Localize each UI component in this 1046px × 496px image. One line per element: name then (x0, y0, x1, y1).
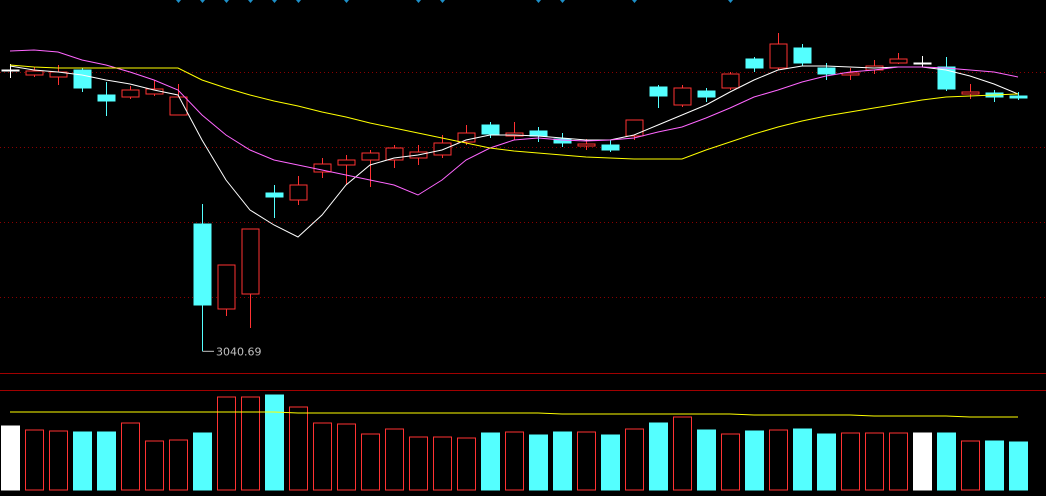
candle-body (673, 87, 692, 106)
candle-body (769, 43, 788, 69)
candle-body (553, 138, 572, 144)
candle-body (913, 62, 932, 65)
candle-body (961, 91, 980, 95)
candle-body (625, 119, 644, 137)
volume-moving-average (10, 411, 1018, 418)
marker (224, 0, 229, 3)
volume-bar (385, 428, 404, 491)
marker (632, 0, 637, 3)
volume-bar (265, 394, 284, 491)
volume-bar (97, 431, 116, 491)
candle-body (337, 159, 356, 166)
candle-body (73, 69, 92, 89)
candle-body (289, 184, 308, 201)
low-annotation: 3040.69 (216, 345, 262, 358)
volume-bar (529, 434, 548, 491)
volume-bar (865, 432, 884, 491)
volume-bar (937, 432, 956, 491)
moving-average (9, 65, 1019, 238)
candle-body (745, 58, 764, 69)
candle-body (697, 90, 716, 98)
marker (440, 0, 445, 3)
volume-bar (601, 434, 620, 491)
volume-bar (337, 423, 356, 491)
volume-bar (889, 432, 908, 491)
candle-body (313, 163, 332, 173)
candle-body (361, 152, 380, 161)
marker (272, 0, 277, 3)
volume-bar (169, 439, 188, 491)
candle-body (649, 86, 668, 97)
volume-bar (673, 416, 692, 491)
marker (344, 0, 349, 3)
candle-body (241, 228, 260, 295)
candle-body (193, 223, 212, 306)
volume-bar (409, 436, 428, 491)
candle-body (217, 264, 236, 310)
marker (248, 0, 253, 3)
volume-bar (721, 433, 740, 491)
volume-bar (313, 422, 332, 491)
volume-bar (1, 425, 20, 491)
candle-body (481, 124, 500, 135)
marker (416, 0, 421, 3)
candle-body (169, 96, 188, 116)
moving-average (9, 64, 1019, 160)
top-markers (176, 0, 733, 3)
volume-bar (793, 428, 812, 491)
volume-bar (1009, 441, 1028, 491)
volume-bar (25, 429, 44, 491)
candle-body (457, 132, 476, 143)
candle-body (721, 73, 740, 89)
volume-bar (433, 436, 452, 491)
marker (536, 0, 541, 3)
candle-body (265, 192, 284, 198)
volume-bar (553, 431, 572, 491)
candle-body (433, 142, 452, 156)
volume-bar (913, 432, 932, 491)
marker (560, 0, 565, 3)
volume-bar (457, 437, 476, 491)
volume-bar (745, 430, 764, 491)
volume-bar (625, 428, 644, 491)
candle-body (25, 70, 44, 76)
volume-bar (145, 440, 164, 491)
candle-body (817, 67, 836, 75)
volume-bar (241, 396, 260, 491)
candle-body (841, 72, 860, 76)
volume-bar (817, 433, 836, 491)
moving-average (9, 49, 1019, 196)
volume-bar (697, 429, 716, 491)
volume-bar (49, 430, 68, 491)
candle-body (889, 58, 908, 64)
volume-bar (985, 440, 1004, 491)
candle-body (601, 144, 620, 151)
volume-bar (961, 440, 980, 491)
volume-bar (289, 406, 308, 491)
volume-bar (649, 422, 668, 491)
candle-body (1009, 95, 1028, 99)
candle-body (577, 143, 596, 147)
marker (200, 0, 205, 3)
volume-bar (769, 429, 788, 491)
candle-body (793, 47, 812, 64)
marker (176, 0, 181, 3)
volume-bar (841, 432, 860, 491)
candle-body (937, 66, 956, 90)
marker (296, 0, 301, 3)
volume-bar (481, 432, 500, 491)
volume-bar (121, 422, 140, 491)
candle-body (121, 89, 140, 98)
candle-body (529, 130, 548, 137)
volume-bar (505, 431, 524, 491)
candle-body (97, 94, 116, 102)
volume-bar (73, 431, 92, 491)
candle-body (1, 69, 20, 72)
volume-bar (577, 431, 596, 491)
volume-bar (193, 432, 212, 491)
marker (728, 0, 733, 3)
volume-bar (361, 433, 380, 491)
volume-bar (217, 396, 236, 491)
